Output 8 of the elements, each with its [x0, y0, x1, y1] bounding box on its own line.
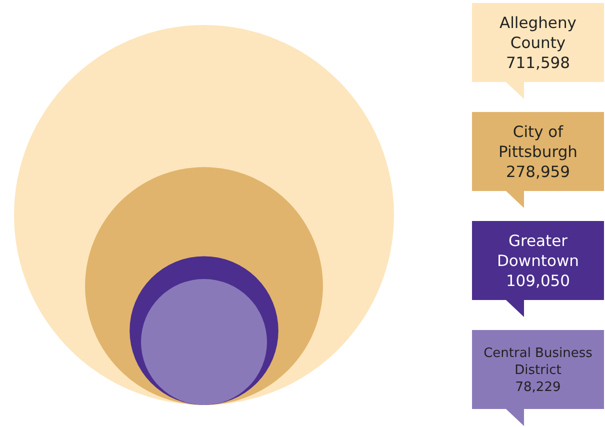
data-label: 109,050 [506, 272, 570, 290]
category-label: Greater Downtown [497, 232, 579, 270]
data-label: 278,959 [506, 163, 570, 182]
data-label: 711,598 [506, 54, 570, 72]
data-label: 78,229 [515, 380, 561, 395]
category-label: Allegheny County [500, 14, 576, 52]
category-label: City of Pittsburgh [498, 122, 578, 161]
category-label: Central Business District [484, 346, 593, 378]
